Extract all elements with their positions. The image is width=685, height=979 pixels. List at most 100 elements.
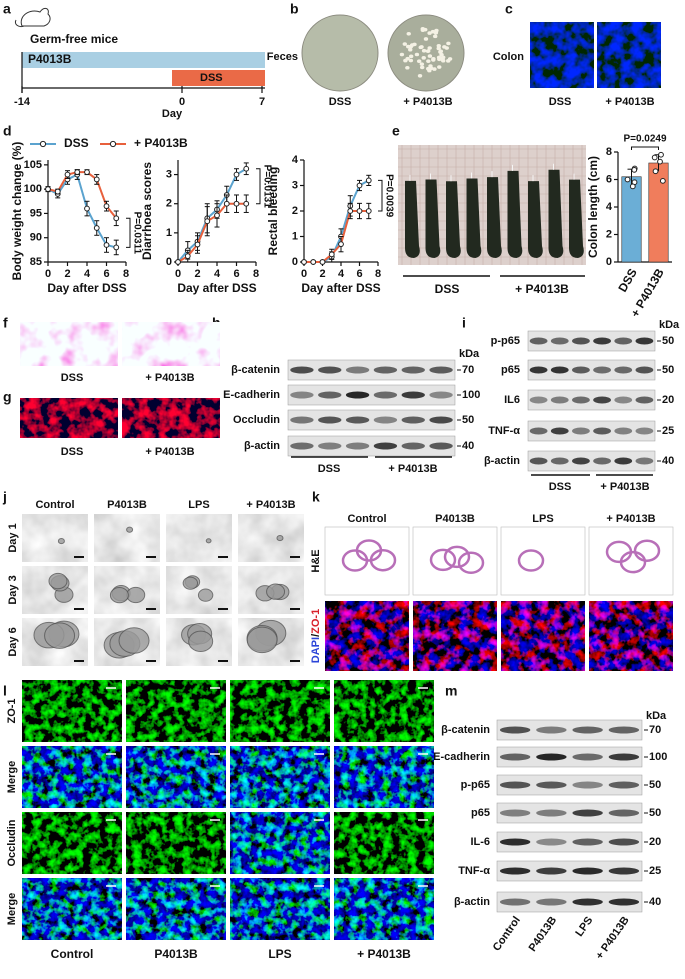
point [194,241,201,248]
column-label: + P4013B [606,513,655,525]
group-label: + P4013B [605,96,654,108]
colony [427,68,432,73]
y-axis-label: Colon length (cm) [586,156,600,258]
point [64,171,71,178]
blot-strip [287,384,456,406]
point [214,212,220,219]
row-label: Occludin [6,819,18,866]
group-label: DSS [549,96,572,108]
colony [419,62,425,66]
blot-band [373,391,398,399]
point [365,177,372,184]
colony [446,41,451,46]
micrograph [325,601,409,671]
micrograph [501,601,585,671]
blot-strip [496,891,643,913]
blot-band [499,898,531,906]
row-label: Merge [6,761,18,793]
p-value: P=0.0249 [623,134,667,145]
group-label: + P4013B [388,463,437,475]
micrograph [122,398,220,438]
colony [426,59,431,63]
row-label: Day 1 [7,523,19,552]
blot-band [593,366,611,374]
blot-band [536,838,567,846]
organoid [118,627,150,654]
bar-label: DSS [200,72,223,84]
column-label: LPS [532,513,553,525]
blot-band [550,457,569,465]
blot-band [550,396,569,404]
colon-specimen [487,177,502,258]
panel-letter: j [2,489,7,505]
blot-band [572,366,590,374]
group-label: DSS [549,481,572,493]
panel-letter: i [462,315,466,331]
blot-band [499,809,531,817]
lane-label: + P4013B [594,914,632,961]
row-label: Colon [493,51,524,63]
blot-band [572,867,603,875]
plate [387,14,465,92]
panel-letter: k [312,489,320,505]
blot-band [499,781,531,789]
colony [416,59,422,64]
blot-band [401,391,425,399]
blot-row-label: β-catenin [231,364,280,376]
panel-letter: m [445,683,457,699]
colony [403,58,408,63]
blot-band [318,416,342,424]
blot-band [608,781,640,789]
blot-row-label: E-cadherin [223,389,280,401]
blot-strip [496,831,643,853]
point [84,205,90,212]
kda-marker: 50 [462,414,474,426]
point [103,242,110,248]
blot-band [529,457,548,465]
y-tick-label: 0 [606,256,612,268]
blot-band [572,726,603,734]
blot-band [614,366,633,374]
point [338,241,344,248]
point [310,259,317,265]
y-axis-label: Diarrhoea scores [140,162,154,260]
x-tick-label: 6 [233,268,239,280]
panel-letter: c [505,1,513,17]
kda-marker: 50 [662,364,674,376]
row-label: ZO-1 [6,698,18,723]
blot-band [345,442,370,450]
group-label: DSS [435,282,460,296]
blot-strip [496,746,643,768]
row-label: Day 3 [7,575,19,604]
timeline-tick-label: 0 [179,96,185,108]
blot-band [318,442,342,450]
micrograph [126,746,226,808]
colony [406,44,411,49]
micrograph [126,680,226,742]
colon-specimen [569,179,584,258]
panel-letter: f [3,315,8,331]
group-label: DSS [61,372,84,384]
x-tick-label: 0 [175,268,181,280]
colony [437,57,442,62]
point [233,200,240,207]
kda-marker: 100 [462,389,480,401]
blot-band [608,838,640,846]
blot-band [536,867,567,875]
colony [419,65,425,70]
blot-strip [287,409,456,431]
significance-bracket [378,179,383,212]
group-label: + P4013B [515,282,569,296]
y-tick-label: 105 [24,159,42,171]
data-point [657,158,663,165]
colony [433,34,438,39]
colony [427,31,432,35]
he-organoid [619,550,647,574]
blot-band [572,898,603,906]
point [356,208,363,214]
blot-row-label: p-p65 [491,335,520,347]
blot-band [572,337,590,345]
column-label: LPS [188,499,209,511]
colony [408,54,414,59]
row-label: Feces [267,51,298,63]
